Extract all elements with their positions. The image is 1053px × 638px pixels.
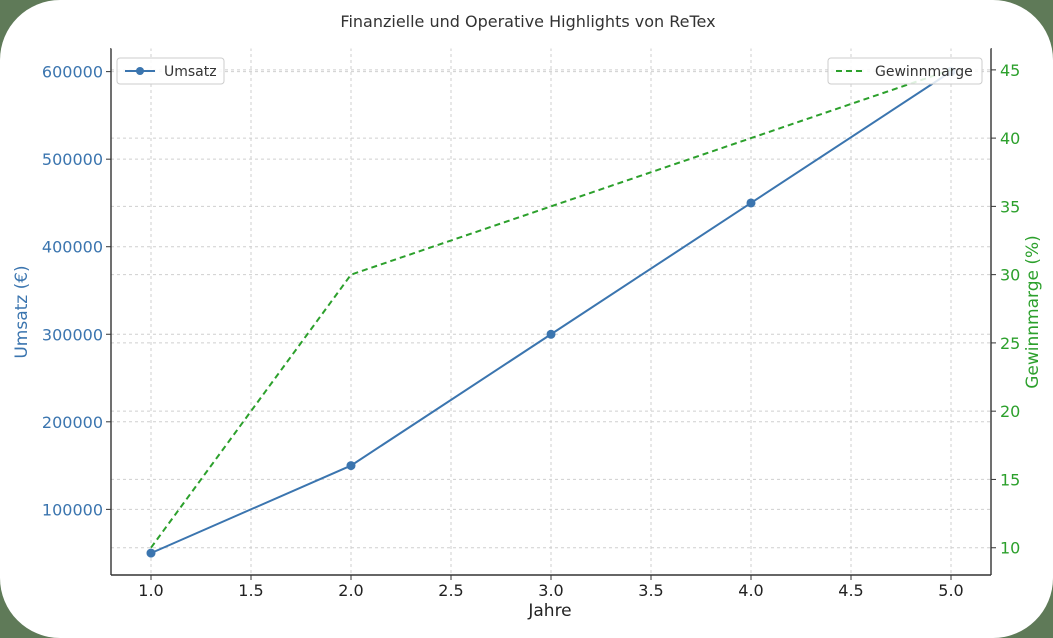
chart-title: Finanzielle und Operative Highlights von… bbox=[340, 12, 715, 31]
x-tick-label: 2.5 bbox=[438, 581, 463, 600]
x-tick-label: 1.0 bbox=[138, 581, 163, 600]
y-right-tick-label: 10 bbox=[1000, 539, 1020, 558]
series-line-gewinnmarge bbox=[150, 68, 952, 549]
data-point-umsatz bbox=[146, 548, 156, 558]
y-left-tick-label: 300000 bbox=[42, 325, 103, 344]
x-tick-labels: 1.0 1.5 2.0 2.5 3.0 3.5 4.0 4.5 5.0 bbox=[138, 581, 963, 600]
y-right-tick-labels: 10 15 20 25 30 35 40 45 bbox=[1000, 61, 1020, 558]
x-tick-label: 3.5 bbox=[638, 581, 663, 600]
legend-umsatz-marker bbox=[136, 67, 144, 75]
y-right-tick-label: 20 bbox=[1000, 402, 1020, 421]
x-axis-label: Jahre bbox=[527, 601, 571, 621]
y-left-tick-label: 100000 bbox=[42, 500, 103, 519]
y-right-tick-label: 15 bbox=[1000, 470, 1020, 489]
y-right-tick-label: 40 bbox=[1000, 129, 1020, 148]
y-left-tick-label: 500000 bbox=[42, 150, 103, 169]
legend-gewinnmarge-label: Gewinnmarge bbox=[875, 64, 973, 80]
legend-umsatz: Umsatz bbox=[116, 57, 225, 85]
data-point-umsatz bbox=[746, 198, 756, 208]
y-left-tick-label: 400000 bbox=[42, 238, 103, 257]
axes bbox=[106, 47, 996, 580]
y-right-tick-label: 35 bbox=[1000, 197, 1020, 216]
y-right-tick-label: 25 bbox=[1000, 334, 1020, 353]
x-tick-label: 5.0 bbox=[938, 581, 963, 600]
legend-umsatz-label: Umsatz bbox=[164, 64, 217, 80]
series-layer bbox=[146, 67, 956, 558]
x-tick-label: 2.0 bbox=[338, 581, 363, 600]
legend-umsatz-box bbox=[116, 57, 225, 85]
y-left-axis-label: Umsatz (€) bbox=[12, 265, 32, 358]
data-point-umsatz bbox=[346, 461, 356, 471]
y-left-tick-label: 200000 bbox=[42, 413, 103, 432]
y-right-axis-label: Gewinnmarge (%) bbox=[1023, 235, 1043, 389]
y-right-tick-label: 45 bbox=[1000, 61, 1020, 80]
y-left-tick-labels: 100000 200000 300000 400000 500000 600000 bbox=[42, 63, 103, 520]
x-tick-label: 1.5 bbox=[238, 581, 263, 600]
data-point-umsatz bbox=[546, 329, 556, 339]
x-tick-label: 4.0 bbox=[738, 581, 763, 600]
y-left-tick-label: 600000 bbox=[42, 63, 103, 82]
x-tick-label: 3.0 bbox=[538, 581, 563, 600]
legend-gewinnmarge: Gewinnmarge bbox=[827, 57, 983, 85]
legend-gewinnmarge-box bbox=[827, 57, 983, 85]
y-right-tick-label: 30 bbox=[1000, 266, 1020, 285]
x-tick-label: 4.5 bbox=[838, 581, 863, 600]
grid bbox=[111, 48, 991, 575]
